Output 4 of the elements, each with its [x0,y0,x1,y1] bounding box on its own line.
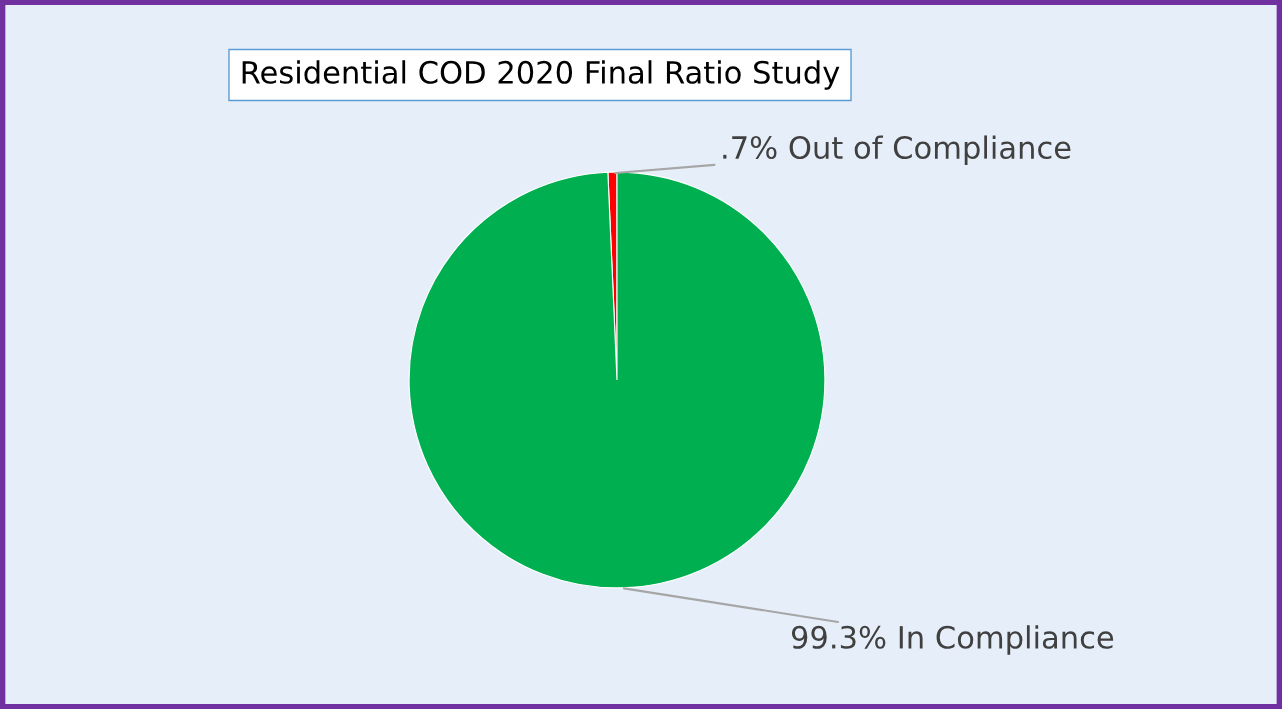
pie-slice [408,171,826,589]
slice-label: .7% Out of Compliance [723,135,1071,165]
chart-title: Residential COD 2020 Final Ratio Study [242,60,840,90]
slice-label: 99.3% In Compliance [791,625,1114,655]
